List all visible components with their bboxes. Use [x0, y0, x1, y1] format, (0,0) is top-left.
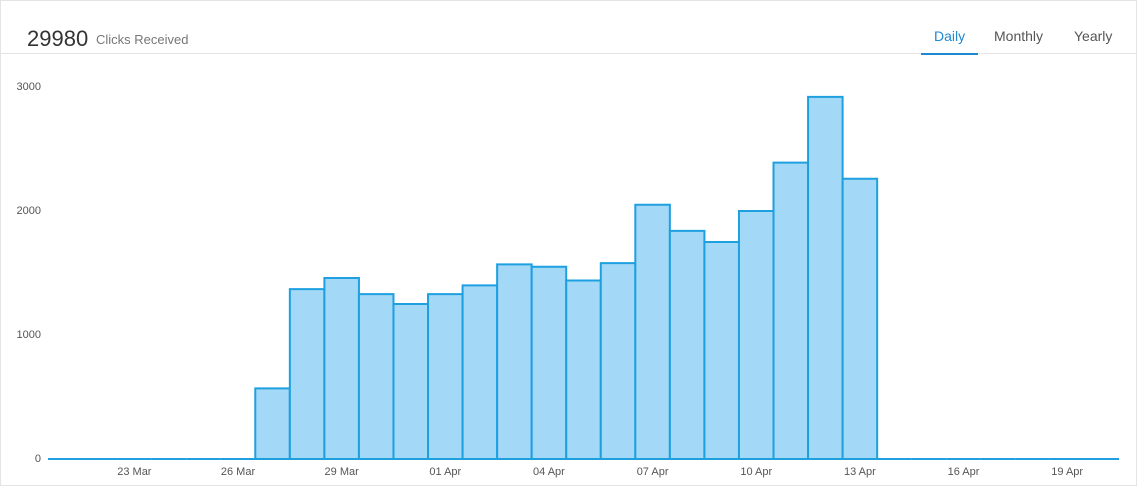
bar	[565, 279, 602, 460]
x-tick-label: 23 Mar	[117, 466, 152, 478]
bar	[841, 177, 879, 460]
bar	[772, 161, 810, 460]
bar	[530, 265, 568, 460]
tab[interactable]: Monthly	[994, 28, 1044, 44]
x-tick-label: 19 Apr	[1051, 466, 1083, 478]
x-tick-label: 16 Apr	[948, 466, 980, 478]
bar	[599, 262, 637, 460]
x-tick-label: 01 Apr	[429, 466, 461, 478]
x-tick-label: 10 Apr	[740, 466, 772, 478]
y-tick-label: 1000	[17, 329, 41, 341]
bar	[392, 303, 430, 460]
bar	[496, 263, 533, 460]
bar	[357, 293, 395, 460]
bar	[461, 284, 499, 460]
bar	[703, 241, 740, 460]
y-tick-label: 0	[35, 453, 41, 465]
tab[interactable]: Daily	[921, 28, 979, 55]
bar	[427, 293, 464, 460]
bar	[323, 276, 360, 460]
x-tick-label: 13 Apr	[844, 466, 876, 478]
bar	[254, 387, 291, 460]
total-clicks: 29980	[27, 26, 89, 51]
y-tick-label: 2000	[17, 205, 41, 217]
x-tick-label: 26 Mar	[221, 466, 256, 478]
header: 29980 Clicks Received Daily Monthly Year…	[1, 1, 1136, 55]
bar	[634, 203, 671, 460]
tab[interactable]: Yearly	[1074, 28, 1113, 44]
x-tick-label: 07 Apr	[637, 466, 669, 478]
y-tick-label: 3000	[17, 81, 41, 93]
x-tick-label: 29 Mar	[325, 466, 360, 478]
x-tick-label: 04 Apr	[533, 466, 565, 478]
bar	[668, 229, 706, 460]
bar	[807, 95, 844, 460]
bar	[288, 288, 326, 460]
bar	[737, 210, 775, 460]
total-label: Clicks Received	[96, 32, 189, 47]
